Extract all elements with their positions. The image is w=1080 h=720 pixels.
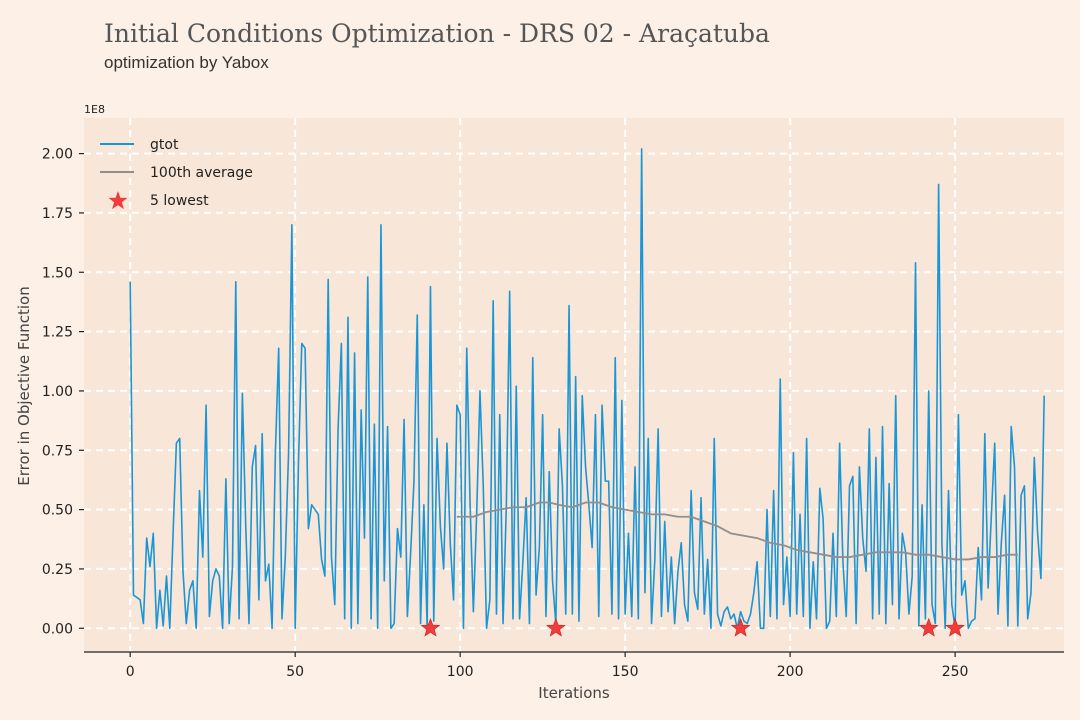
lowest-point-star [730, 617, 751, 637]
lowest-point-star [945, 617, 965, 637]
grid-lines [84, 118, 1064, 652]
x-tick-label: 0 [126, 664, 135, 680]
lowest-point-star [918, 617, 939, 637]
x-tick-label: 250 [942, 664, 969, 680]
y-tick-label: 1.00 [42, 384, 73, 400]
x-axis-label: Iterations [538, 684, 610, 702]
y-axis-label: Error in Objective Function [15, 286, 33, 485]
legend-swatch-lowest [108, 191, 128, 210]
lowest-point-star [546, 617, 566, 637]
x-axis-ticks: 0 50 100 150 200 250 [126, 652, 969, 680]
lowest-point-star [420, 617, 441, 637]
y-scale-label: 1E8 [84, 103, 105, 116]
legend-label-lowest: 5 lowest [150, 193, 209, 209]
x-tick-label: 150 [612, 664, 639, 680]
y-axis-ticks: 0.00 0.25 0.50 0.75 1.00 1.25 1.50 1.75 2.00 [42, 147, 84, 637]
series-line-average [456, 501, 1018, 561]
y-tick-label: 1.50 [42, 265, 73, 281]
chart-subtitle: optimization by Yabox [104, 53, 269, 72]
legend-label-average: 100th average [150, 165, 253, 181]
series-layer [129, 148, 1045, 637]
y-tick-label: 0.00 [42, 621, 73, 637]
y-tick-label: 0.50 [42, 503, 73, 519]
series-line-gtot [129, 148, 1045, 630]
y-tick-label: 2.00 [42, 147, 73, 163]
chart-title: Initial Conditions Optimization - DRS 02… [104, 19, 770, 48]
y-tick-label: 1.75 [42, 206, 73, 222]
x-tick-label: 50 [286, 664, 304, 680]
x-tick-label: 200 [777, 664, 804, 680]
y-tick-label: 0.75 [42, 443, 73, 459]
legend-label-gtot: gtot [150, 137, 179, 153]
y-tick-label: 1.25 [42, 325, 73, 341]
x-tick-label: 100 [447, 664, 474, 680]
legend: gtot 100th average 5 lowest [100, 137, 253, 210]
y-tick-label: 0.25 [42, 562, 73, 578]
